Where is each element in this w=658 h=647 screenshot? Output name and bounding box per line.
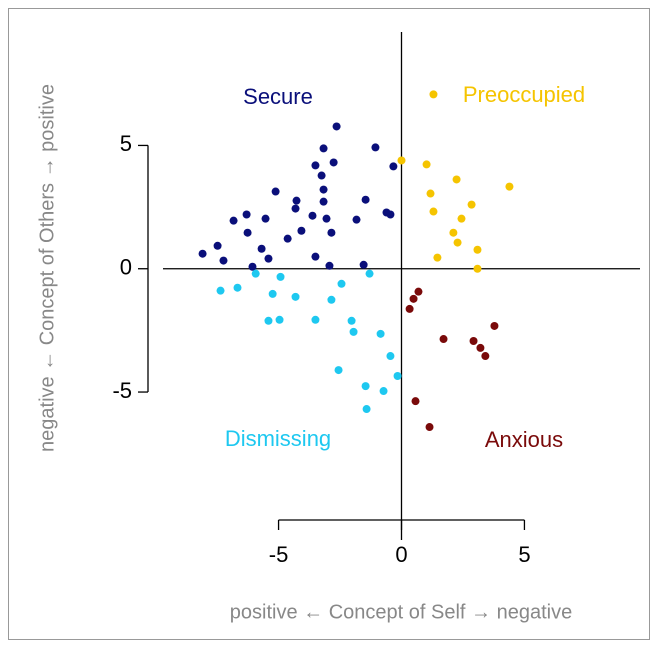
point — [257, 244, 266, 253]
point — [469, 336, 478, 345]
point — [425, 423, 434, 432]
point — [473, 245, 482, 254]
point — [229, 216, 238, 225]
point — [327, 228, 336, 237]
point — [429, 207, 438, 216]
point — [473, 264, 482, 273]
point — [453, 238, 462, 247]
point — [379, 387, 388, 396]
x-tick-label: 0 — [395, 542, 407, 567]
legend-label: Dismissing — [225, 426, 331, 451]
point — [276, 272, 285, 281]
point — [439, 335, 448, 344]
point — [405, 304, 414, 313]
point — [422, 160, 431, 169]
legend-label: Anxious — [485, 427, 563, 452]
point — [311, 161, 320, 170]
point — [261, 214, 270, 223]
point — [449, 228, 458, 237]
point — [291, 204, 300, 213]
x-axis-title: positive ← Concept of Self → negative — [230, 601, 572, 623]
point — [359, 260, 368, 269]
point — [397, 156, 406, 165]
point — [376, 329, 385, 338]
point — [242, 210, 251, 219]
point — [329, 158, 338, 167]
point — [389, 162, 398, 171]
point — [365, 269, 374, 278]
point — [322, 214, 331, 223]
point — [411, 397, 420, 406]
point — [429, 90, 438, 99]
point — [362, 405, 371, 414]
point — [264, 316, 273, 325]
point — [311, 252, 320, 261]
point — [327, 295, 336, 304]
point — [426, 189, 435, 198]
point — [361, 195, 370, 204]
point — [452, 175, 461, 184]
y-axis-title: negative ← Concept of Others → positive — [36, 84, 58, 452]
point — [332, 122, 341, 131]
point — [251, 269, 260, 278]
point — [271, 187, 280, 196]
point — [347, 316, 356, 325]
point — [386, 352, 395, 361]
point — [268, 289, 277, 298]
point — [243, 228, 252, 237]
point — [409, 294, 418, 303]
point — [414, 287, 423, 296]
point — [481, 352, 490, 361]
x-tick-label: 5 — [518, 542, 530, 567]
point — [308, 211, 317, 220]
point — [275, 315, 284, 324]
point — [233, 283, 242, 292]
point — [349, 327, 358, 336]
point — [457, 214, 466, 223]
point — [297, 226, 306, 235]
frame — [8, 8, 650, 640]
point — [334, 366, 343, 375]
point — [319, 197, 328, 206]
point — [433, 253, 442, 262]
point — [198, 249, 207, 258]
point — [337, 279, 346, 288]
point — [291, 292, 300, 301]
point — [467, 200, 476, 209]
point — [361, 382, 370, 391]
point — [264, 254, 273, 263]
point — [311, 315, 320, 324]
point — [476, 343, 485, 352]
point — [490, 321, 499, 330]
point — [352, 215, 361, 224]
legend-label: Preoccupied — [463, 82, 585, 107]
point — [505, 182, 514, 191]
point — [371, 143, 380, 152]
point — [213, 241, 222, 250]
legend-label: Secure — [243, 84, 313, 109]
point — [283, 234, 292, 243]
point — [216, 286, 225, 295]
y-tick-label: 0 — [120, 255, 132, 280]
x-tick-label: -5 — [269, 542, 289, 567]
y-tick-label: 5 — [120, 131, 132, 156]
point — [325, 261, 334, 270]
point — [248, 262, 257, 271]
y-tick-label: -5 — [112, 378, 132, 403]
point — [292, 196, 301, 205]
point — [386, 210, 395, 219]
point — [317, 171, 326, 180]
point — [319, 185, 328, 194]
point — [393, 372, 402, 381]
point — [319, 144, 328, 153]
point — [219, 256, 228, 265]
